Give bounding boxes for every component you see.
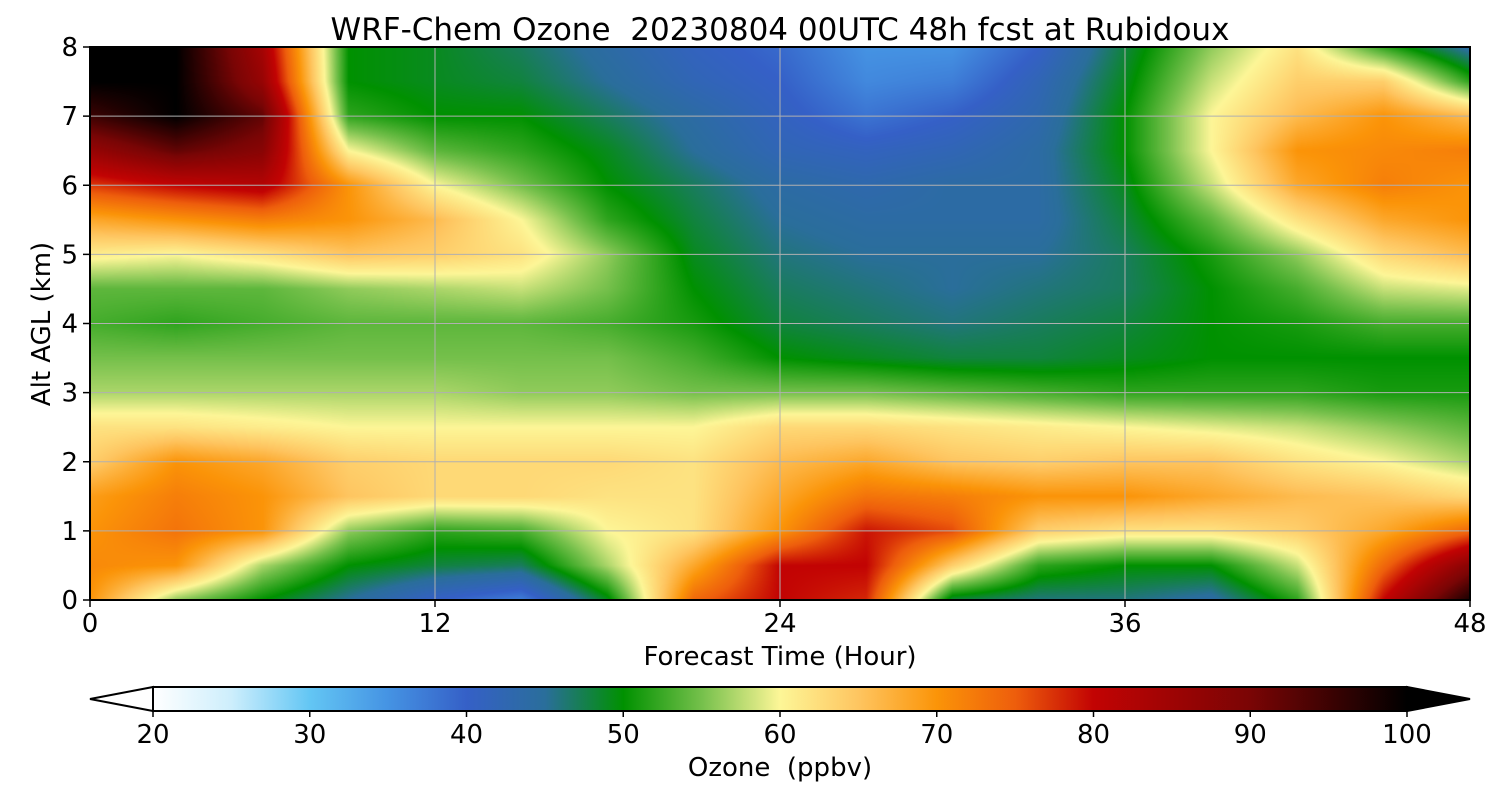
y-tick-label: 0 xyxy=(61,586,78,616)
y-tick-label: 4 xyxy=(61,310,78,340)
chart-title: WRF-Chem Ozone 20230804 00UTC 48h fcst a… xyxy=(331,12,1230,48)
colorbar-extend-high-arrow xyxy=(1406,685,1471,713)
colorbar-extend-low-arrow xyxy=(89,685,154,713)
x-tick-label: 36 xyxy=(1108,609,1141,639)
y-tick-label: 1 xyxy=(61,517,78,547)
colorbar-tick-label: 90 xyxy=(1234,720,1267,750)
colorbar-tick-label: 20 xyxy=(136,720,169,750)
x-tick-label: 24 xyxy=(763,609,796,639)
y-tick-label: 7 xyxy=(61,102,78,132)
x-tick-label: 48 xyxy=(1453,609,1486,639)
y-axis: 0 1 2 3 4 5 6 7 8 xyxy=(61,33,90,616)
colorbar-tick-label: 70 xyxy=(920,720,953,750)
y-tick-label: 5 xyxy=(61,240,78,270)
x-tick-label: 0 xyxy=(82,609,99,639)
colorbar-gradient-bar xyxy=(153,687,1407,711)
y-tick-label: 8 xyxy=(61,33,78,63)
y-axis-title: Alt AGL (km) xyxy=(27,242,57,406)
colorbar-tick-label: 100 xyxy=(1382,720,1432,750)
colorbar-tick-label: 60 xyxy=(763,720,796,750)
colorbar-tick-label: 80 xyxy=(1077,720,1110,750)
y-tick-label: 6 xyxy=(61,171,78,201)
colorbar-ticks: 20 30 40 50 60 70 80 90 100 xyxy=(136,711,1432,750)
colorbar-tick-label: 50 xyxy=(607,720,640,750)
y-tick-label: 2 xyxy=(61,448,78,478)
colorbar-title: Ozone (ppbv) xyxy=(688,753,872,783)
colorbar: 20 30 40 50 60 70 80 90 100 Ozone (ppbv) xyxy=(89,685,1471,783)
grid-lines xyxy=(90,47,1470,600)
colorbar-tick-label: 40 xyxy=(450,720,483,750)
x-axis: 0 12 24 36 48 xyxy=(82,600,1487,639)
x-tick-label: 12 xyxy=(418,609,451,639)
x-axis-title: Forecast Time (Hour) xyxy=(643,642,916,672)
colorbar-tick-label: 30 xyxy=(293,720,326,750)
y-tick-label: 3 xyxy=(61,379,78,409)
heatmap-plot-area xyxy=(89,46,1471,601)
